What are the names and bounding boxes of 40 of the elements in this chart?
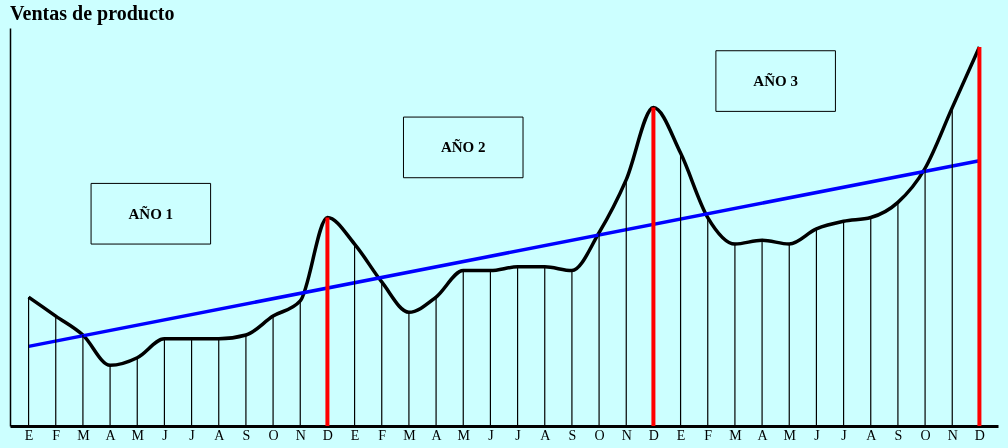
x-tick-label: D xyxy=(974,427,985,443)
x-tick-label: S xyxy=(894,427,903,443)
annotation: AÑO 2 xyxy=(440,138,486,156)
x-tick-label: J xyxy=(841,427,848,443)
x-tick-label: A xyxy=(757,427,769,443)
chart-title: Ventas de producto xyxy=(10,2,175,25)
x-tick-label: M xyxy=(403,427,417,443)
x-tick-label: M xyxy=(77,427,91,443)
x-tick-label: E xyxy=(24,427,34,443)
x-tick-label: O xyxy=(268,427,279,443)
x-tick-label: M xyxy=(729,427,743,443)
x-tick-label: J xyxy=(488,427,495,443)
x-tick-label: A xyxy=(214,427,226,443)
x-tick-label: E xyxy=(350,427,360,443)
x-tick-label: J xyxy=(814,427,821,443)
x-tick-label: S xyxy=(568,427,577,443)
x-tick-label: F xyxy=(704,427,713,443)
x-tick-label: N xyxy=(621,427,632,443)
x-tick-label: D xyxy=(648,427,659,443)
x-tick-label: D xyxy=(322,427,333,443)
x-tick-label: F xyxy=(52,427,61,443)
x-tick-label: N xyxy=(947,427,958,443)
x-tick-label: O xyxy=(920,427,931,443)
x-tick-label: S xyxy=(242,427,251,443)
x-tick-label: A xyxy=(105,427,117,443)
x-tick-label: A xyxy=(540,427,552,443)
x-tick-label: J xyxy=(515,427,522,443)
x-tick-label: M xyxy=(457,427,471,443)
x-tick-label: M xyxy=(131,427,145,443)
x-tick-label: E xyxy=(676,427,686,443)
annotation: AÑO 3 xyxy=(753,72,798,90)
annotation: AÑO 1 xyxy=(128,204,174,222)
x-tick-label: O xyxy=(594,427,605,443)
x-tick-label: J xyxy=(162,427,169,443)
x-tick-label: F xyxy=(378,427,387,443)
x-tick-label: J xyxy=(189,427,196,443)
x-tick-label: N xyxy=(295,427,306,443)
x-tick-label: M xyxy=(783,427,797,443)
x-tick-label: A xyxy=(866,427,878,443)
x-tick-label: A xyxy=(431,427,443,443)
